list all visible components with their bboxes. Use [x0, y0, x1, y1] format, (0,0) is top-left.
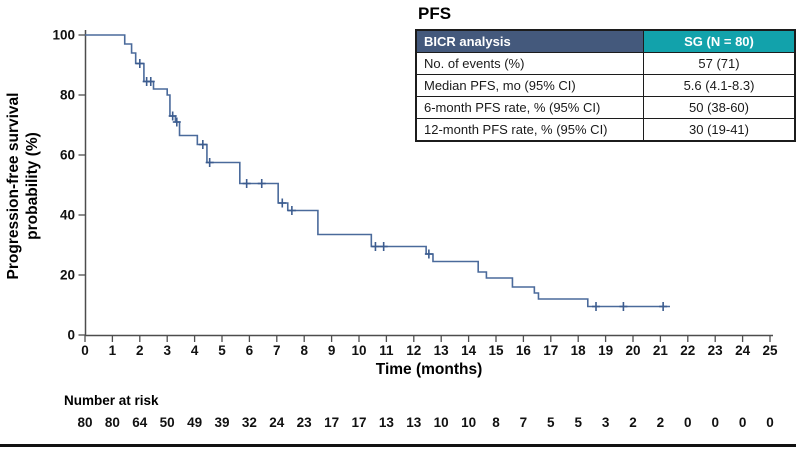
- x-tick-label: 2: [136, 343, 144, 358]
- number-at-risk-value: 13: [406, 415, 422, 430]
- x-tick-label: 3: [163, 343, 171, 358]
- number-at-risk-value: 0: [739, 415, 747, 430]
- number-at-risk-value: 50: [160, 415, 175, 430]
- number-at-risk-value: 10: [434, 415, 449, 430]
- x-tick-label: 14: [461, 343, 477, 358]
- number-at-risk-value: 7: [520, 415, 528, 430]
- number-at-risk-value: 5: [547, 415, 555, 430]
- stat-label: Median PFS, mo (95% CI): [415, 74, 644, 97]
- x-tick-label: 10: [351, 343, 366, 358]
- x-tick-label: 9: [328, 343, 336, 358]
- x-tick-label: 16: [516, 343, 532, 358]
- x-tick-label: 17: [543, 343, 558, 358]
- stat-value: 5.6 (4.1-8.3): [643, 74, 796, 97]
- figure-title: PFS: [418, 4, 452, 23]
- number-at-risk-value: 0: [766, 415, 774, 430]
- stats-table-header-analysis: BICR analysis: [415, 29, 644, 53]
- number-at-risk-value: 13: [379, 415, 395, 430]
- x-tick-label: 19: [598, 343, 613, 358]
- number-at-risk-value: 17: [324, 415, 339, 430]
- x-tick-label: 12: [406, 343, 421, 358]
- x-tick-label: 6: [246, 343, 254, 358]
- number-at-risk-value: 0: [684, 415, 692, 430]
- number-at-risk-value: 3: [602, 415, 610, 430]
- stats-table-header-group: SG (N = 80): [643, 29, 796, 53]
- number-at-risk-label: Number at risk: [64, 393, 159, 408]
- x-axis-title: Time (months): [375, 361, 483, 378]
- stats-table-row: Median PFS, mo (95% CI) 5.6 (4.1-8.3): [415, 74, 796, 97]
- y-tick-label: 100: [52, 28, 75, 43]
- stat-label: 6-month PFS rate, % (95% CI): [415, 96, 644, 119]
- number-at-risk-value: 49: [187, 415, 202, 430]
- number-at-risk-value: 10: [461, 415, 476, 430]
- number-at-risk-value: 5: [574, 415, 582, 430]
- number-at-risk-value: 80: [105, 415, 120, 430]
- x-tick-label: 13: [434, 343, 450, 358]
- number-at-risk-value: 2: [657, 415, 665, 430]
- bottom-divider-line: [0, 444, 796, 447]
- stats-table-row: 6-month PFS rate, % (95% CI) 50 (38-60): [415, 96, 796, 119]
- x-tick-label: 21: [653, 343, 669, 358]
- number-at-risk-value: 64: [132, 415, 148, 430]
- y-tick-label: 40: [60, 208, 75, 223]
- x-tick-label: 0: [81, 343, 89, 358]
- stat-label: 12-month PFS rate, % (95% CI): [415, 118, 644, 142]
- y-tick-label: 0: [67, 328, 75, 343]
- stats-table: BICR analysis SG (N = 80) No. of events …: [415, 29, 796, 142]
- stat-value: 30 (19-41): [643, 118, 796, 142]
- stat-value: 57 (71): [643, 52, 796, 75]
- number-at-risk-value: 23: [297, 415, 313, 430]
- number-at-risk-value: 17: [351, 415, 366, 430]
- x-tick-label: 1: [109, 343, 117, 358]
- x-tick-label: 11: [379, 343, 394, 358]
- number-at-risk-value: 0: [711, 415, 719, 430]
- stat-value: 50 (38-60): [643, 96, 796, 119]
- x-tick-label: 15: [488, 343, 504, 358]
- number-at-risk-value: 2: [629, 415, 637, 430]
- x-tick-label: 24: [735, 343, 751, 358]
- number-at-risk-value: 32: [242, 415, 257, 430]
- stats-table-row: 12-month PFS rate, % (95% CI) 30 (19-41): [415, 118, 796, 142]
- stats-table-row: No. of events (%) 57 (71): [415, 52, 796, 75]
- stats-table-header-row: BICR analysis SG (N = 80): [415, 29, 796, 53]
- x-tick-label: 8: [300, 343, 308, 358]
- number-at-risk-value: 24: [269, 415, 285, 430]
- x-tick-label: 23: [708, 343, 724, 358]
- y-axis-title-line2: probability (%): [24, 132, 41, 240]
- y-tick-label: 60: [60, 148, 75, 163]
- x-tick-label: 18: [571, 343, 587, 358]
- y-axis-title-line1: Progression-free survival: [5, 92, 22, 280]
- number-at-risk-value: 80: [77, 415, 92, 430]
- stat-label: No. of events (%): [415, 52, 644, 75]
- x-tick-label: 4: [191, 343, 199, 358]
- number-at-risk-value: 8: [492, 415, 500, 430]
- x-tick-label: 22: [680, 343, 695, 358]
- x-tick-label: 7: [273, 343, 281, 358]
- y-axis-title: Progression-free survival probability (%…: [4, 20, 44, 352]
- x-tick-label: 20: [625, 343, 640, 358]
- x-tick-label: 25: [762, 343, 778, 358]
- number-at-risk-value: 39: [214, 415, 229, 430]
- y-tick-label: 80: [60, 88, 75, 103]
- y-tick-label: 20: [60, 268, 75, 283]
- x-tick-label: 5: [218, 343, 226, 358]
